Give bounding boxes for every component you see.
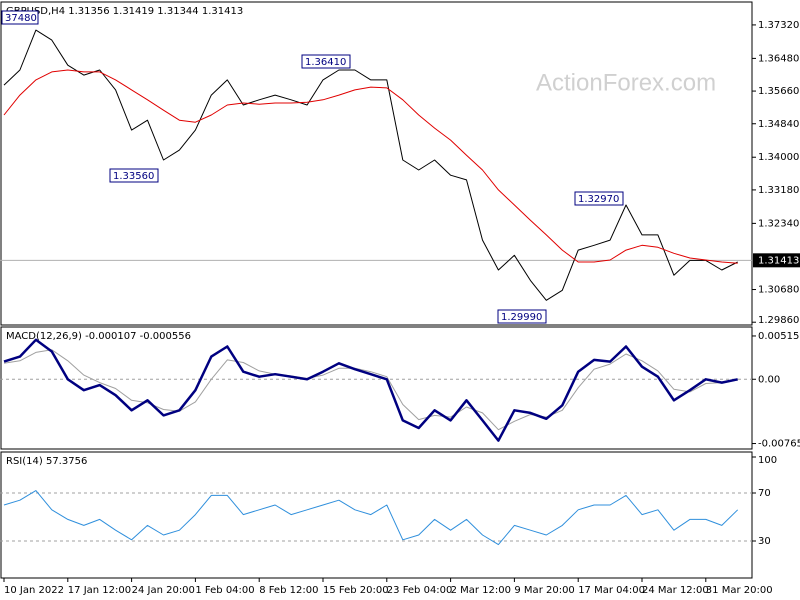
x-tick-label: 23 Feb 04:00 — [387, 585, 453, 596]
price-annotation: 1.33560 — [113, 171, 154, 182]
y-tick-label: 1.33180 — [758, 185, 799, 196]
series-line — [3, 69, 738, 264]
price-annotation-box — [497, 309, 547, 324]
x-tick-label: 10 Jan 2022 — [4, 585, 64, 596]
price-annotation-box — [1, 10, 39, 25]
y-tick-label: 1.29860 — [758, 315, 799, 326]
y-tick-label: 70 — [758, 488, 771, 499]
y-tick-label: 0.00 — [758, 374, 780, 385]
x-tick-label: 15 Feb 20:00 — [323, 585, 389, 596]
price-annotation: 37480 — [5, 13, 37, 24]
series-line — [3, 490, 739, 546]
panel-frame — [0, 326, 753, 450]
x-tick-label: 2 Mar 12:00 — [451, 585, 511, 596]
panel-title: GBPUSD,H4 1.31356 1.31419 1.31344 1.3141… — [6, 6, 243, 17]
x-tick-label: 24 Jan 20:00 — [132, 585, 195, 596]
y-tick-label: 1.30680 — [758, 285, 799, 296]
y-tick-label: 1.36480 — [758, 53, 799, 64]
x-tick-label: 8 Feb 12:00 — [259, 585, 318, 596]
y-tick-label: 100 — [758, 455, 777, 466]
y-tick-label: 1.34000 — [758, 152, 799, 163]
panel-frame — [0, 1, 753, 326]
price-annotation: 1.36410 — [305, 57, 346, 68]
watermark: ActionForex.com — [536, 69, 716, 96]
x-tick-label: 17 Jan 12:00 — [68, 585, 131, 596]
panel-title: RSI(14) 57.3756 — [6, 456, 87, 467]
x-tick-label: 24 Mar 12:00 — [642, 585, 709, 596]
price-annotation: 1.29990 — [501, 312, 542, 323]
series-line — [3, 29, 738, 301]
panel-frame — [0, 451, 753, 579]
series-line — [3, 338, 738, 442]
price-annotation-box — [574, 191, 624, 206]
y-tick-label: 30 — [758, 536, 771, 547]
panel-title: MACD(12,26,9) -0.000107 -0.000556 — [6, 331, 191, 342]
y-tick-label: -0.00765 — [758, 439, 800, 450]
y-tick-label: 1.37320 — [758, 20, 799, 31]
x-tick-label: 17 Mar 04:00 — [578, 585, 645, 596]
price-annotation: 1.32970 — [578, 194, 619, 205]
last-price-tag — [753, 253, 800, 268]
price-annotation-box — [109, 168, 159, 183]
price-annotation-box — [301, 54, 351, 69]
x-tick-label: 31 Mar 20:00 — [706, 585, 773, 596]
y-tick-label: 1.32340 — [758, 218, 799, 229]
y-tick-label: 1.35660 — [758, 86, 799, 97]
series-line — [3, 349, 738, 431]
y-tick-label: 0.005152 — [758, 331, 800, 342]
last-price-label: 1.31413 — [758, 255, 799, 266]
x-tick-label: 9 Mar 20:00 — [514, 585, 574, 596]
y-tick-label: 1.34840 — [758, 119, 799, 130]
x-tick-label: 1 Feb 04:00 — [195, 585, 254, 596]
